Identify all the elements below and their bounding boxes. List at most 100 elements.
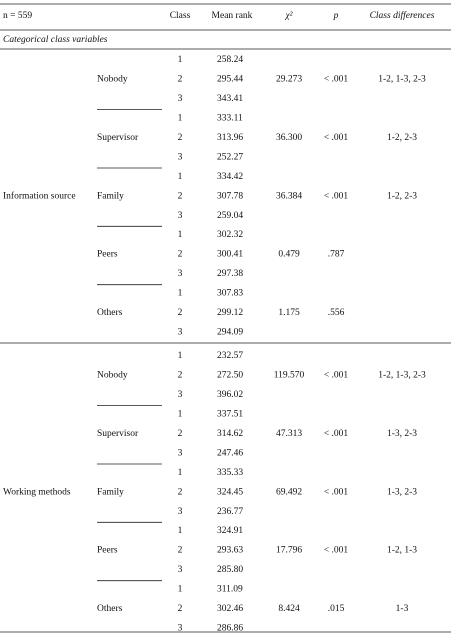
chi2-cell: 0.479 (278, 250, 300, 260)
mean-rank-cell: 297.38 (217, 269, 243, 279)
class-cell: 3 (178, 565, 183, 575)
class-cell: 2 (178, 250, 183, 260)
class-cell: 2 (178, 308, 183, 318)
subgroup-label: Nobody (97, 371, 128, 381)
p-cell: < .001 (324, 487, 349, 497)
mean-rank-cell: 324.91 (217, 526, 243, 536)
mean-rank-cell: 307.78 (217, 191, 243, 201)
class-cell: 1 (178, 172, 183, 182)
class-cell: 3 (178, 507, 183, 517)
chi2-cell: 36.384 (276, 191, 302, 201)
p-cell: < .001 (324, 371, 349, 381)
mean-rank-cell: 337.51 (217, 410, 243, 420)
header-cell: Class differences (370, 10, 435, 21)
chi2-cell: 17.796 (276, 546, 302, 556)
subgroup-label: Others (97, 308, 123, 318)
mean-rank-cell: 334.42 (217, 172, 243, 182)
mean-rank-cell: 314.62 (217, 429, 243, 439)
class-cell: 3 (178, 327, 183, 337)
header-cell: n = 559 (3, 11, 32, 21)
mean-rank-cell: 295.44 (217, 75, 243, 85)
mean-rank-cell: 324.45 (217, 487, 243, 497)
p-cell: < .001 (324, 546, 349, 556)
mean-rank-cell: 272.50 (217, 371, 243, 381)
class-cell: 1 (178, 351, 183, 361)
chi2-cell: 69.492 (276, 487, 302, 497)
class-cell: 3 (178, 448, 183, 458)
mean-rank-cell: 247.46 (217, 448, 243, 458)
subgroup-label: Supervisor (97, 429, 139, 439)
class-cell: 2 (178, 487, 183, 497)
class-cell: 2 (178, 133, 183, 143)
class-cell: 1 (178, 289, 183, 299)
class-cell: 2 (178, 546, 183, 556)
p-cell: .556 (328, 308, 345, 318)
differences-cell: 1-3, 2-3 (387, 429, 417, 439)
p-cell: .787 (328, 250, 345, 260)
group-label: Working methods (3, 487, 71, 497)
chi2-cell: 36.300 (276, 133, 302, 143)
group-label: Information source (3, 190, 76, 201)
mean-rank-cell: 293.63 (217, 546, 243, 556)
p-cell: < .001 (324, 75, 349, 85)
class-cell: 3 (178, 623, 183, 633)
mean-rank-cell: 343.41 (217, 94, 243, 104)
subgroup-label: Nobody (97, 75, 128, 85)
chi2-cell: 47.313 (276, 429, 302, 439)
subgroup-label: Family (97, 487, 124, 497)
section-label: Categorical class variables (3, 35, 108, 45)
mean-rank-cell: 232.57 (217, 351, 243, 361)
class-cell: 1 (178, 114, 183, 124)
mean-rank-cell: 307.83 (217, 289, 243, 299)
class-cell: 3 (178, 94, 183, 104)
mean-rank-cell: 302.32 (217, 230, 243, 240)
header-cell: p (333, 11, 339, 21)
chi2-cell: 1.175 (278, 308, 300, 318)
mean-rank-cell: 286.86 (217, 623, 243, 633)
header-cell: Mean rank (212, 11, 253, 21)
class-cell: 3 (178, 390, 183, 400)
differences-cell: 1-2, 1-3 (387, 546, 417, 556)
differences-cell: 1-3 (396, 604, 409, 614)
mean-rank-cell: 299.12 (217, 308, 243, 318)
class-cell: 3 (178, 152, 183, 162)
p-cell: .015 (328, 604, 345, 614)
subgroup-label: Supervisor (97, 133, 139, 143)
class-cell: 2 (178, 191, 183, 201)
class-cell: 2 (178, 604, 183, 614)
class-cell: 1 (178, 585, 183, 595)
mean-rank-cell: 302.46 (217, 604, 243, 614)
mean-rank-cell: 396.02 (217, 390, 243, 400)
differences-cell: 1-2, 1-3, 2-3 (378, 371, 426, 381)
class-cell: 2 (178, 75, 183, 85)
subgroup-label: Peers (97, 546, 118, 556)
differences-cell: 1-2, 1-3, 2-3 (378, 75, 426, 85)
class-cell: 1 (178, 230, 183, 240)
p-cell: < .001 (324, 191, 349, 201)
mean-rank-cell: 252.27 (217, 152, 243, 162)
subgroup-label: Others (97, 604, 123, 614)
mean-rank-cell: 259.04 (217, 211, 243, 221)
chi2-cell: 8.424 (278, 604, 300, 614)
differences-cell: 1-2, 2-3 (387, 133, 417, 143)
mean-rank-cell: 335.33 (217, 468, 243, 478)
mean-rank-cell: 294.09 (217, 327, 243, 337)
chi2-cell: 119.570 (274, 371, 305, 381)
mean-rank-cell: 333.11 (217, 114, 243, 124)
header-cell: χ² (284, 11, 292, 21)
mean-rank-cell: 313.96 (217, 133, 243, 143)
p-cell: < .001 (324, 429, 349, 439)
mean-rank-cell: 311.09 (217, 585, 243, 595)
class-cell: 2 (178, 429, 183, 439)
mean-rank-cell: 258.24 (217, 55, 243, 65)
mean-rank-cell: 285.80 (217, 565, 243, 575)
subgroup-label: Family (97, 191, 124, 201)
mean-rank-cell: 300.41 (217, 250, 243, 260)
differences-cell: 1-3, 2-3 (387, 487, 417, 497)
differences-cell: 1-2, 2-3 (387, 191, 417, 201)
class-cell: 1 (178, 55, 183, 65)
class-cell: 1 (178, 410, 183, 420)
class-cell: 3 (178, 269, 183, 279)
